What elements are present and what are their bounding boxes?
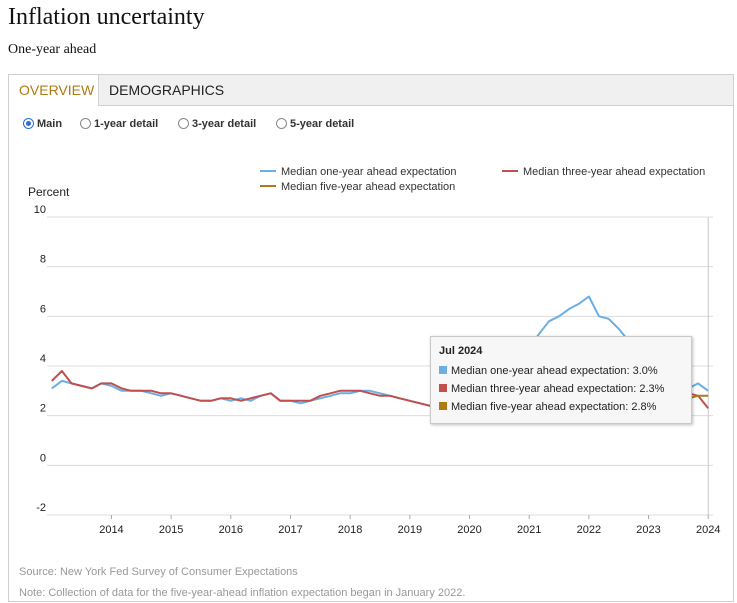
radio-5-year-detail[interactable]: 5-year detail [276,118,354,130]
x-tick-label: 2015 [159,524,183,536]
x-tick-label: 2021 [517,524,541,536]
radio-selected-icon [23,118,34,129]
radio-label: Main [37,118,63,130]
y-tick-label: 4 [40,353,46,365]
x-tick-label: 2022 [577,524,601,536]
y-tick-label: 10 [34,204,46,216]
series-line-one-year [51,295,709,407]
y-tick-label: -2 [36,502,46,514]
y-tick-label: 0 [40,452,46,464]
chart-tooltip: Jul 2024 Median one-year ahead expectati… [430,336,692,424]
tooltip-row-label: Median five-year ahead expectation: 2.8% [451,401,657,413]
radio-unselected-icon [80,118,91,129]
tab-demographics[interactable]: DEMOGRAPHICS [109,82,225,98]
x-tick-label: 2024 [696,524,720,536]
x-tick-label: 2018 [338,524,362,536]
radio-unselected-icon [178,118,189,129]
legend-swatch [260,170,276,172]
footnote: Note: Collection of data for the five-ye… [19,587,466,599]
tab-overview[interactable]: OVERVIEW [9,75,99,106]
y-tick-label: 6 [40,303,46,315]
radio-1-year-detail[interactable]: 1-year detail [80,118,158,130]
legend-swatch [260,185,276,187]
legend-label: Median one-year ahead expectation [281,166,457,178]
tooltip-row-label: Median three-year ahead expectation: 2.3… [451,383,665,395]
legend-item-one-year[interactable]: Median one-year ahead expectation [260,166,457,178]
x-tick-label: 2016 [219,524,243,536]
tooltip-title: Jul 2024 [439,345,483,357]
radio-label: 3-year detail [192,118,257,130]
page-subtitle: One-year ahead [8,42,97,57]
chart-panel: OVERVIEW DEMOGRAPHICS Main 1-year detail… [8,74,734,602]
radio-label: 5-year detail [290,118,355,130]
tab-bar: OVERVIEW DEMOGRAPHICS [9,75,733,106]
tooltip-swatch [439,366,447,374]
radio-3-year-detail[interactable]: 3-year detail [178,118,256,130]
legend-item-five-year[interactable]: Median five-year ahead expectation [260,181,455,193]
radio-unselected-icon [276,118,287,129]
tooltip-row-five-year: Median five-year ahead expectation: 2.8% [439,398,683,416]
tooltip-row-label: Median one-year ahead expectation: 3.0% [451,365,658,377]
source-note: Source: New York Fed Survey of Consumer … [19,566,298,578]
legend-item-three-year[interactable]: Median three-year ahead expectation [502,166,705,178]
legend-label: Median three-year ahead expectation [523,166,706,178]
legend-label: Median five-year ahead expectation [281,181,456,193]
x-tick-label: 2019 [398,524,422,536]
x-tick-label: 2020 [457,524,481,536]
x-tick-label: 2023 [636,524,660,536]
tooltip-swatch [439,384,447,392]
y-axis-title: Percent [28,185,70,199]
y-tick-label: 8 [40,254,46,266]
x-tick-label: 2014 [99,524,123,536]
page-title: Inflation uncertainty [8,4,205,30]
radio-main[interactable]: Main [23,118,62,130]
radio-label: 1-year detail [94,118,159,130]
y-tick-label: 2 [40,403,46,415]
tooltip-row-three-year: Median three-year ahead expectation: 2.3… [439,380,683,398]
x-tick-label: 2017 [278,524,302,536]
legend-swatch [502,170,518,172]
tooltip-swatch [439,402,447,410]
tooltip-row-one-year: Median one-year ahead expectation: 3.0% [439,362,683,380]
